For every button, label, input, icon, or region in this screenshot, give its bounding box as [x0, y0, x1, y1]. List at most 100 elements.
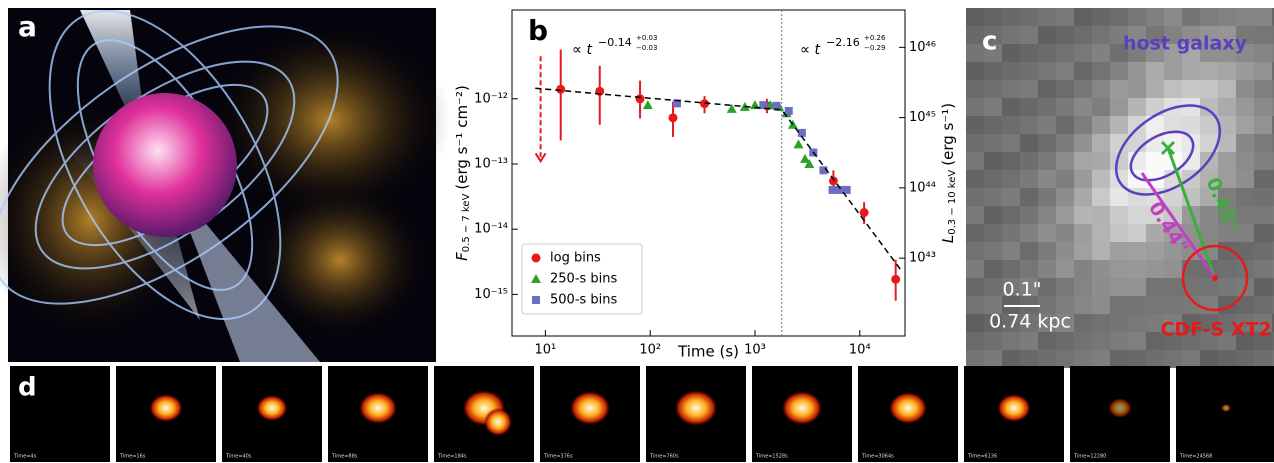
- pixel: [1182, 152, 1200, 170]
- pixel: [1092, 332, 1110, 350]
- pixel: [1110, 98, 1128, 116]
- pixel: [1074, 224, 1092, 242]
- pixel: [1200, 278, 1218, 296]
- pixel: [1218, 8, 1236, 26]
- pixel: [1056, 62, 1074, 80]
- pixel: [1128, 332, 1146, 350]
- pixel: [984, 44, 1002, 62]
- pixel: [1110, 206, 1128, 224]
- pixel: [966, 8, 984, 26]
- pixel: [1110, 152, 1128, 170]
- pixel: [966, 80, 984, 98]
- pixel: [1146, 98, 1164, 116]
- pixel: [1110, 260, 1128, 278]
- y-tick-label: 10⁻¹³: [474, 156, 508, 171]
- pixel: [1092, 80, 1110, 98]
- pixel: [1056, 98, 1074, 116]
- panel-letter: b: [528, 14, 548, 47]
- pixel: [966, 44, 984, 62]
- pixel: [1020, 314, 1038, 332]
- pixel: [966, 296, 984, 314]
- pixel: [1128, 206, 1146, 224]
- panel-c: [966, 8, 1274, 368]
- axis-label-part: (erg s⁻¹): [939, 103, 957, 166]
- frame-label: Time=760s: [649, 454, 679, 460]
- pixel: [1272, 26, 1274, 44]
- annotation-error: +0.03: [636, 34, 657, 42]
- pixel: [1110, 44, 1128, 62]
- pixel: [1092, 116, 1110, 134]
- pixel: [1020, 260, 1038, 278]
- axis-label-part: L: [939, 235, 957, 243]
- point: [556, 84, 566, 94]
- annotation: ∝ t: [800, 42, 820, 58]
- pixel: [1236, 116, 1254, 134]
- pixel: [1002, 116, 1020, 134]
- pixel: [1002, 8, 1020, 26]
- pixel: [1092, 188, 1110, 206]
- axis-label-part: 0.3 − 10 keV: [947, 170, 958, 235]
- upper-limit-head: [534, 152, 547, 164]
- pixel: [1218, 116, 1236, 134]
- pixel: [1200, 62, 1218, 80]
- pixel: [1164, 296, 1182, 314]
- pixel: [984, 278, 1002, 296]
- frame-label: Time=16s: [119, 454, 146, 460]
- pixel: [1128, 44, 1146, 62]
- pixel: [1110, 116, 1128, 134]
- pixel: [1236, 296, 1254, 314]
- pixel: [1092, 8, 1110, 26]
- pixel: [1182, 134, 1200, 152]
- pixel: [1038, 44, 1056, 62]
- blob: [569, 391, 611, 425]
- pixel: [1236, 62, 1254, 80]
- pixel: [1002, 224, 1020, 242]
- pixel: [1092, 242, 1110, 260]
- point: [726, 103, 737, 113]
- pixel: [1074, 170, 1092, 188]
- pixel: [1272, 278, 1274, 296]
- pixel: [1128, 98, 1146, 116]
- pixel: [1038, 98, 1056, 116]
- pixel: [1038, 62, 1056, 80]
- pixel: [1218, 206, 1236, 224]
- pixel: [1002, 62, 1020, 80]
- pixel: [1164, 350, 1182, 368]
- panel-c-overlay: host galaxy 0.1" 0.74 kpc CDF-S XT2 0.45…: [982, 27, 1272, 341]
- pixel: [984, 314, 1002, 332]
- frame: [1176, 366, 1274, 462]
- pixel: [1074, 98, 1092, 116]
- pixel: [984, 224, 1002, 242]
- pixel: [1236, 80, 1254, 98]
- pixel: [984, 260, 1002, 278]
- pixel: [1218, 350, 1236, 368]
- pixel: [1002, 332, 1020, 350]
- pixel: [1272, 296, 1274, 314]
- pixel: [1056, 8, 1074, 26]
- point: [804, 158, 815, 168]
- pixel: [1146, 296, 1164, 314]
- pixel: [1182, 80, 1200, 98]
- pixel: [1146, 224, 1164, 242]
- point: [784, 106, 793, 115]
- pixel: [1038, 278, 1056, 296]
- pixel: [1236, 134, 1254, 152]
- pixel: [1254, 350, 1272, 368]
- pixel: [1110, 314, 1128, 332]
- pixel: [1254, 98, 1272, 116]
- pixel: [966, 152, 984, 170]
- pixel: [1272, 116, 1274, 134]
- pixel: [984, 242, 1002, 260]
- pixel: [1200, 206, 1218, 224]
- pixel: [1110, 350, 1128, 368]
- y-axis-label: L0.3 − 10 keV (erg s⁻¹): [939, 103, 959, 243]
- pixel: [1182, 26, 1200, 44]
- pixel: [1164, 8, 1182, 26]
- pixel: [1164, 260, 1182, 278]
- pixel: [1074, 332, 1092, 350]
- pixel: [1200, 134, 1218, 152]
- y2-tick-label: 10⁴⁶: [909, 40, 936, 55]
- pixel: [1146, 116, 1164, 134]
- pixel: [1146, 44, 1164, 62]
- pixel: [1182, 296, 1200, 314]
